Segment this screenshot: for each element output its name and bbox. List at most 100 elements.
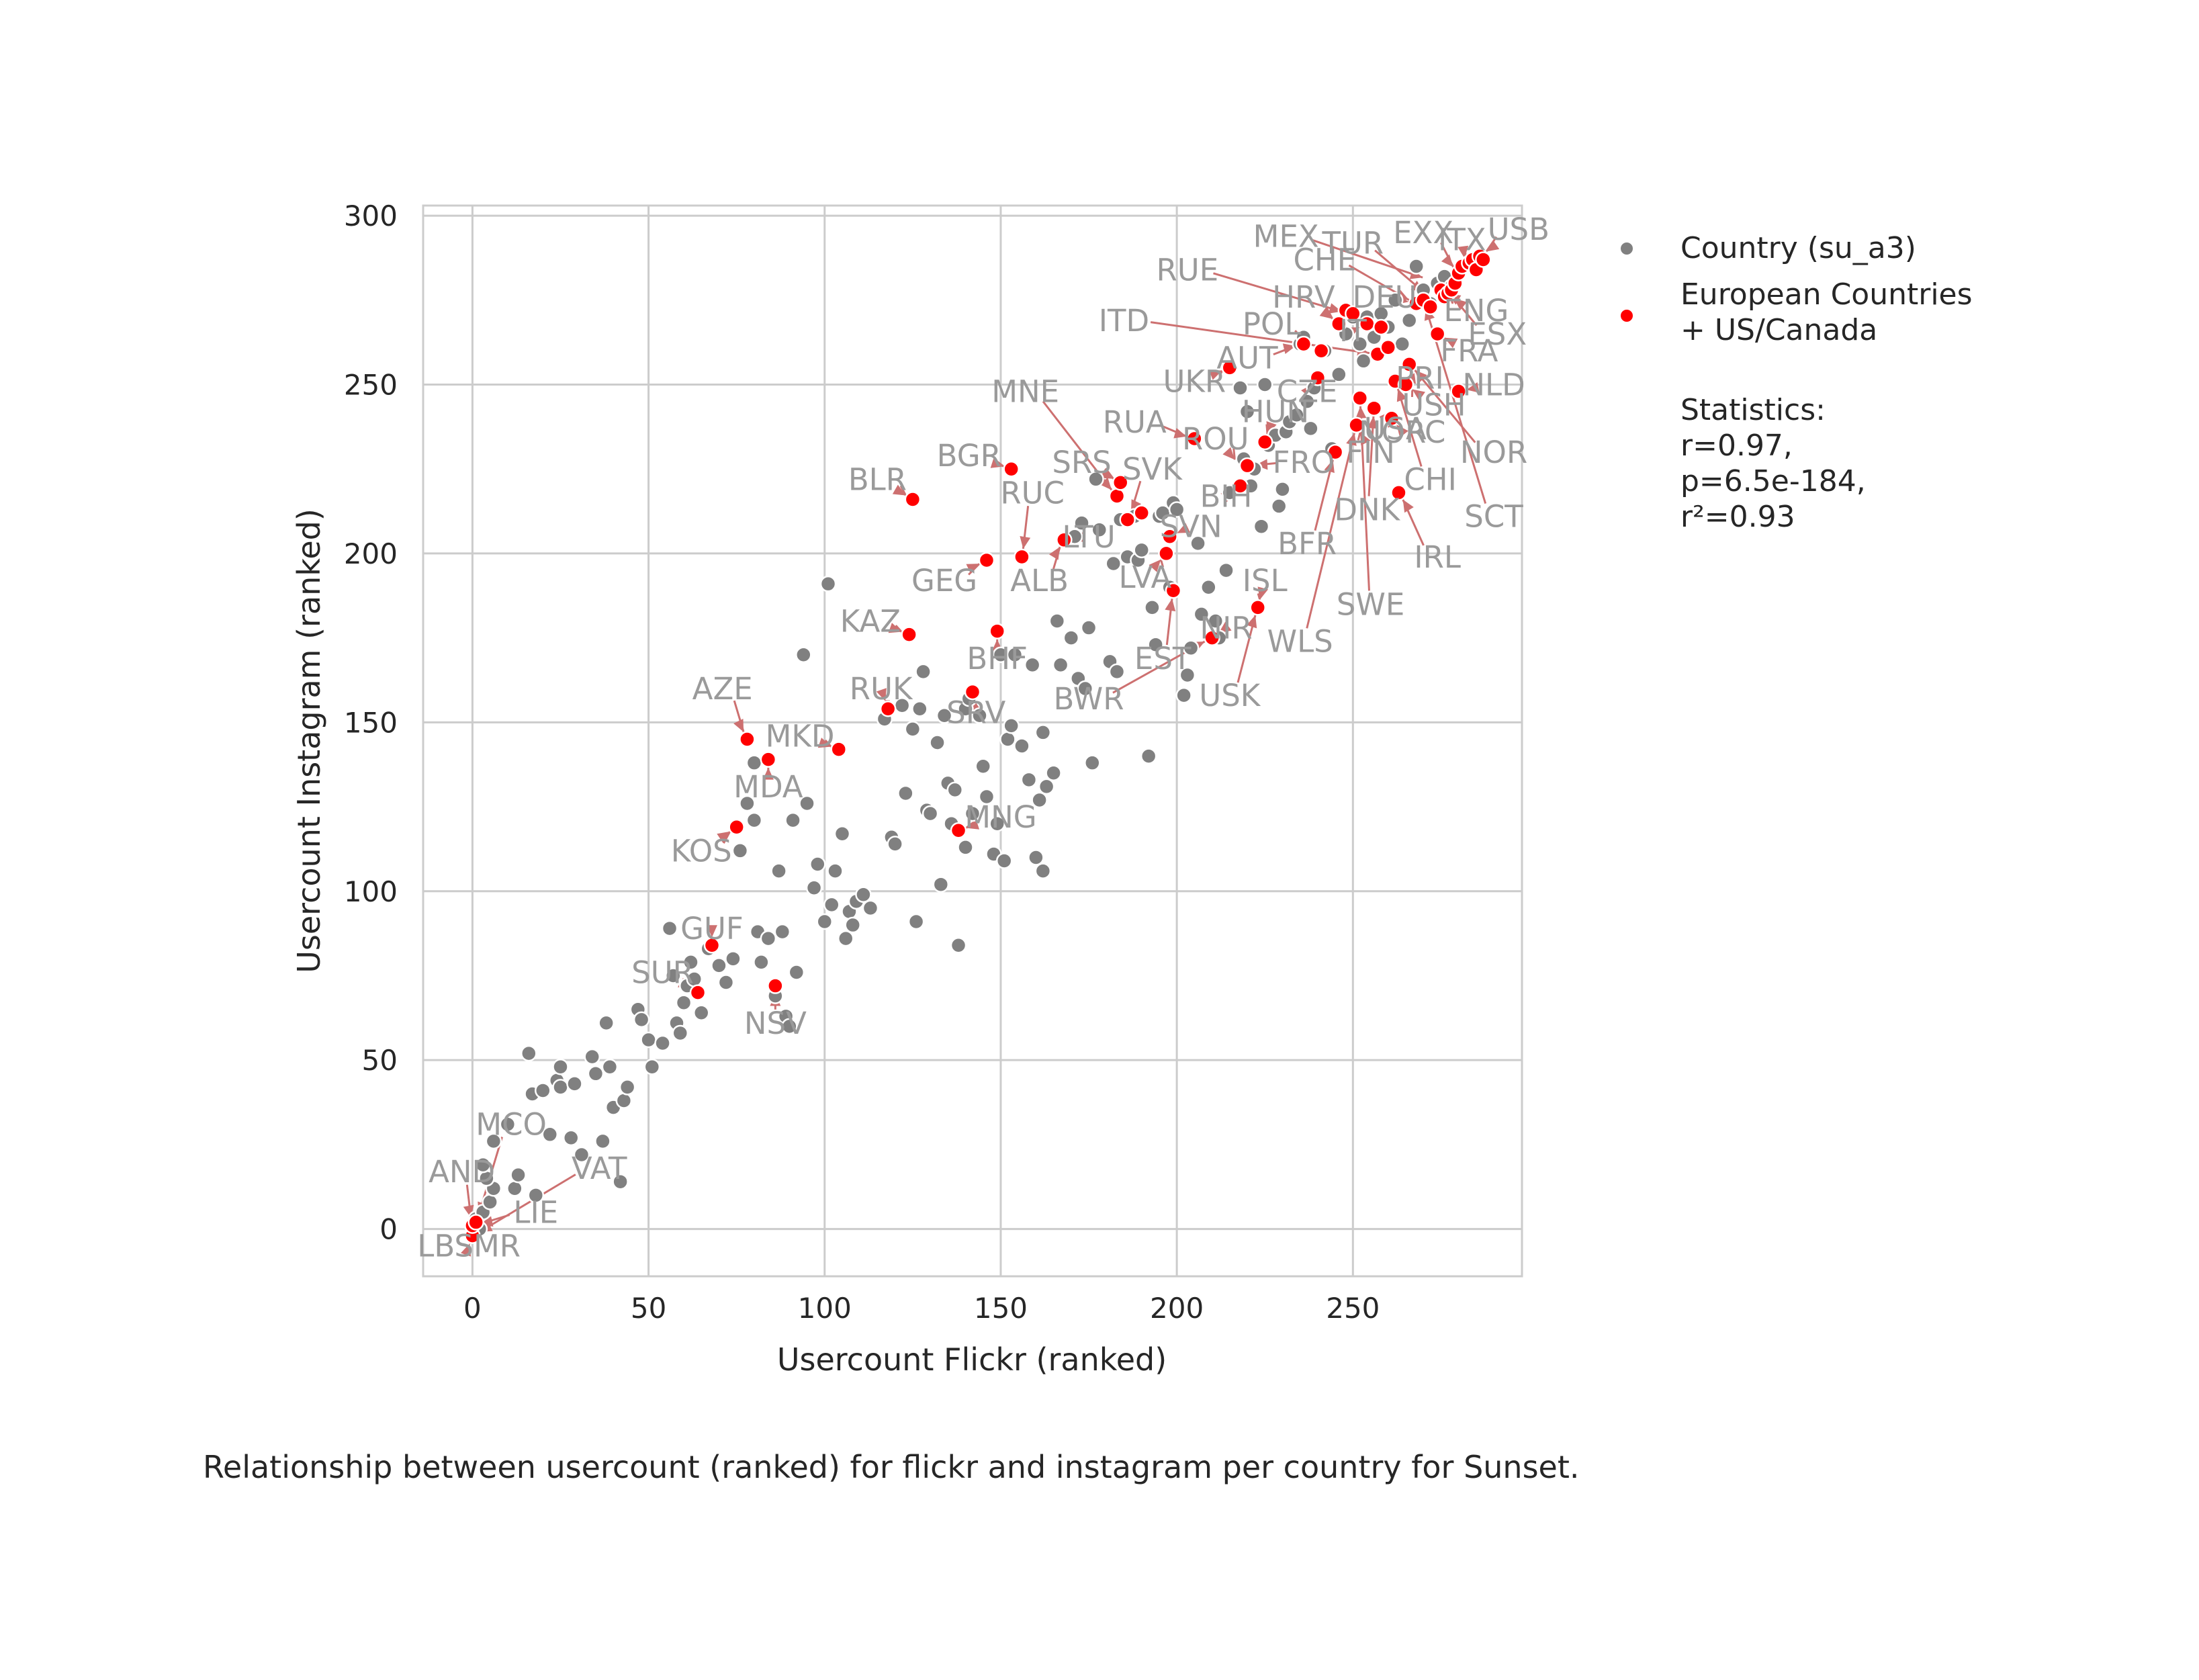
data-point-country: [795, 646, 812, 664]
data-point-country: [1073, 515, 1090, 531]
annotation-label: BIH: [1200, 478, 1253, 514]
data-point-country: [904, 721, 922, 738]
data-point-europe: [901, 626, 917, 643]
data-point-europe: [1295, 335, 1312, 353]
annotation-label: SVN: [1160, 509, 1222, 545]
data-point-country: [964, 805, 981, 822]
annotation-arrowhead: [1048, 547, 1061, 560]
data-point-country: [957, 839, 974, 856]
data-point-country: [819, 575, 837, 592]
data-point-country: [1288, 406, 1305, 424]
data-point-country: [837, 930, 854, 947]
annotation-arrowhead: [1149, 559, 1161, 572]
annotation-arrow: [1367, 416, 1375, 496]
y-tick-label: 300: [344, 200, 398, 232]
data-point-country: [760, 930, 777, 947]
data-point-europe: [1221, 359, 1239, 376]
annotation-arrowhead: [733, 719, 744, 732]
data-point-country: [521, 1045, 537, 1062]
annotation-label: DEU: [1352, 279, 1417, 315]
data-point-country: [506, 1180, 523, 1197]
annotation-arrowhead: [1441, 254, 1453, 267]
data-point-country: [1190, 535, 1206, 552]
annotation-label: FRA: [1440, 333, 1498, 369]
data-point-country: [562, 1129, 580, 1147]
data-point-country: [619, 1079, 636, 1096]
annotation-label: USK: [1199, 678, 1261, 713]
data-point-country: [770, 863, 787, 879]
data-point-europe: [1108, 488, 1126, 504]
data-point-country: [1034, 724, 1052, 741]
data-point-country: [482, 1194, 498, 1210]
data-point-europe: [978, 551, 995, 569]
data-point-country: [936, 707, 953, 724]
annotation-arrowhead: [1255, 459, 1268, 470]
data-point-europe: [1475, 251, 1492, 268]
annotation-arrow: [895, 625, 903, 633]
data-point-country: [932, 876, 950, 893]
data-point-europe: [1309, 369, 1327, 386]
annotation-arrowhead: [1412, 389, 1425, 401]
annotation-arrowhead: [966, 564, 980, 574]
data-point-europe: [1348, 416, 1365, 434]
annotation-label: USH: [1402, 388, 1466, 423]
data-point-country: [725, 950, 742, 967]
annotation-label: GEG: [911, 563, 977, 599]
annotation-arrow: [1159, 559, 1165, 568]
data-point-country: [978, 788, 995, 805]
data-point-europe: [1232, 478, 1249, 494]
data-point-country: [1400, 312, 1418, 329]
data-point-europe: [1383, 410, 1400, 427]
annotation-label: CHE: [1294, 242, 1357, 277]
data-point-country: [598, 1014, 615, 1032]
data-point-europe: [1345, 305, 1361, 322]
annotation-arrowhead: [990, 457, 1004, 468]
data-point-country: [1168, 501, 1185, 518]
x-tick-label: 0: [463, 1292, 482, 1325]
annotation-label: MNG: [964, 799, 1036, 835]
data-point-country: [1144, 599, 1161, 616]
data-point-country: [746, 754, 763, 771]
data-point-country: [1038, 778, 1055, 795]
annotation-label: SRS: [1052, 445, 1111, 480]
annotation-label: TUR: [1321, 225, 1384, 261]
data-point-country: [1084, 754, 1101, 771]
annotation-label: ROU: [1182, 421, 1249, 457]
data-point-country: [612, 1173, 629, 1190]
data-point-country: [995, 852, 1013, 869]
data-point-country: [1020, 771, 1038, 789]
annotation-arrowhead: [1444, 337, 1458, 349]
data-point-country: [739, 795, 756, 812]
data-point-country: [731, 842, 749, 859]
annotation-arrow: [1257, 593, 1261, 601]
data-point-country: [1077, 680, 1094, 697]
data-point-europe: [1397, 376, 1415, 393]
data-point-country: [862, 899, 879, 917]
data-point-country: [1331, 366, 1347, 383]
data-point-europe: [739, 731, 756, 748]
data-point-country: [1063, 629, 1080, 646]
annotation-label: IRL: [1414, 539, 1461, 575]
annotation-arrowhead: [1396, 425, 1408, 438]
annotation-arrowhead: [888, 623, 902, 633]
annotation-arrowhead: [966, 819, 980, 830]
data-point-country: [499, 1116, 517, 1133]
data-point-country: [1355, 353, 1372, 369]
data-point-europe: [760, 751, 777, 768]
annotation-label: FRO: [1273, 445, 1335, 480]
data-point-europe: [1239, 457, 1256, 474]
data-point-country: [1253, 518, 1270, 535]
data-point-country: [573, 1146, 590, 1163]
data-point-europe: [1380, 339, 1396, 356]
data-point-europe: [1450, 383, 1467, 400]
data-point-country: [1239, 403, 1256, 420]
data-point-europe: [1204, 629, 1220, 646]
stats-line-2: r=0.97,: [1680, 429, 1793, 463]
data-point-country: [1140, 748, 1157, 764]
y-tick-label: 50: [362, 1044, 398, 1077]
annotation-label: KAZ: [840, 603, 901, 639]
annotation-label: HRV: [1272, 279, 1335, 315]
annotation-label: RUA: [1103, 404, 1167, 440]
data-point-country: [922, 805, 939, 822]
annotation-label: NIR: [1200, 611, 1252, 646]
